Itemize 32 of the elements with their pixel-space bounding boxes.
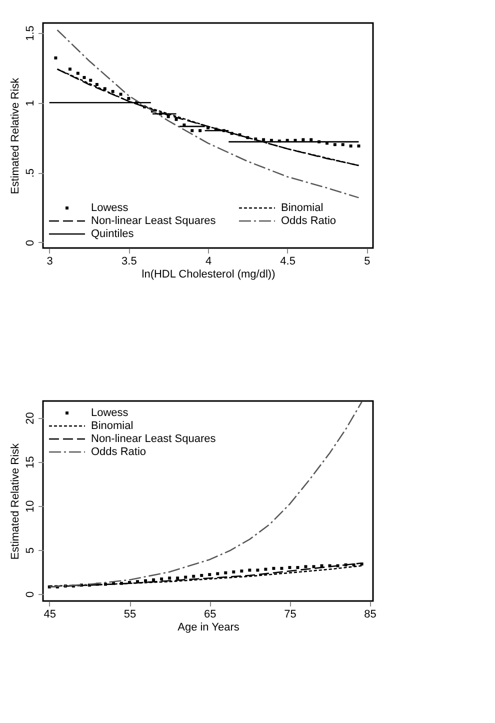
- legend-label: Quintiles: [91, 228, 134, 240]
- y-tick-label: 0: [24, 240, 36, 246]
- x-tick-label: 3.5: [122, 256, 137, 268]
- legend-label: Binomial: [281, 202, 324, 214]
- y-tick-label: 1: [24, 100, 36, 106]
- x-tick-label: 45: [44, 608, 56, 620]
- y-tick-label: 20: [24, 412, 36, 424]
- y-tick-label: 10: [24, 500, 36, 512]
- y-tick-label: 1.5: [24, 26, 36, 41]
- y-tick-label: 15: [24, 456, 36, 468]
- y-tick-label: 0: [24, 591, 36, 598]
- x-tick-label: 75: [284, 608, 296, 620]
- y-tick-label: .5: [24, 168, 36, 178]
- x-tick-label: 4.5: [280, 256, 296, 268]
- legend-label: Binomial: [91, 420, 134, 432]
- legend-label: Odds Ratio: [281, 215, 336, 227]
- x-tick-label: 3: [46, 256, 53, 268]
- x-tick-label: 4: [205, 256, 212, 268]
- x-tick-label: 55: [124, 608, 136, 620]
- x-axis-title: Age in Years: [178, 622, 240, 634]
- legend-label: Lowess: [91, 202, 129, 214]
- y-tick-label: 5: [24, 547, 36, 554]
- x-axis-title: ln(HDL Cholesterol (mg/dl)): [142, 268, 276, 280]
- legend-label: Non-linear Least Squares: [91, 433, 216, 445]
- x-tick-label: 85: [364, 608, 376, 620]
- legend-label: Odds Ratio: [91, 446, 146, 458]
- y-axis-title: Estimated Relative Risk: [10, 77, 22, 194]
- legend-label: Non-linear Least Squares: [91, 215, 216, 227]
- x-tick-label: 5: [364, 256, 370, 268]
- legend-label: Lowess: [91, 407, 129, 419]
- y-axis-title: Estimated Relative Risk: [10, 442, 22, 560]
- x-tick-label: 65: [204, 608, 216, 620]
